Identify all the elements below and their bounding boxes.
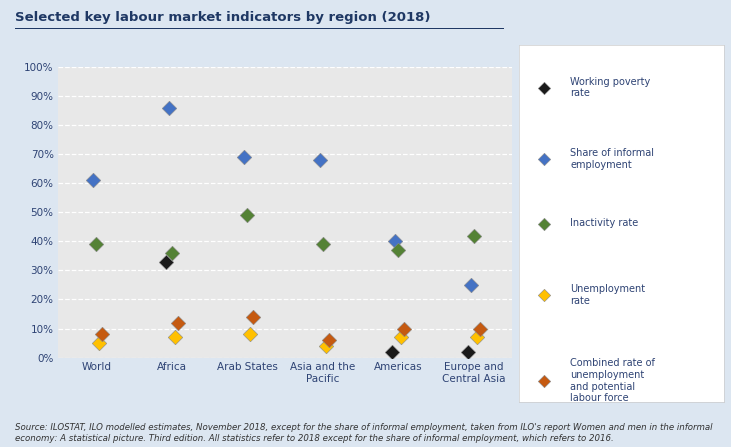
Point [474, 325, 486, 332]
Point [468, 232, 480, 239]
Point [395, 333, 407, 341]
Text: Inactivity rate: Inactivity rate [570, 219, 638, 228]
Text: Source: ILOSTAT, ILO modelled estimates, November 2018, except for the share of : Source: ILOSTAT, ILO modelled estimates,… [15, 423, 712, 443]
Point [320, 342, 332, 350]
Point [538, 156, 550, 163]
Point [393, 246, 404, 253]
Point [96, 331, 108, 338]
Text: Combined rate of
unemployment
and potential
labour force: Combined rate of unemployment and potent… [570, 358, 655, 403]
Point [169, 333, 181, 341]
Point [91, 240, 102, 248]
Point [538, 377, 550, 384]
Point [238, 153, 250, 160]
Point [244, 331, 256, 338]
Text: Share of informal
employment: Share of informal employment [570, 148, 654, 170]
Point [163, 104, 175, 111]
Text: Selected key labour market indicators by region (2018): Selected key labour market indicators by… [15, 11, 430, 24]
Point [398, 325, 410, 332]
Point [538, 84, 550, 91]
Point [538, 291, 550, 299]
Point [248, 313, 260, 320]
Point [317, 240, 329, 248]
Text: Working poverty
rate: Working poverty rate [570, 77, 651, 98]
Point [241, 211, 253, 219]
Point [390, 238, 401, 245]
Point [462, 348, 474, 355]
Point [323, 337, 335, 344]
Point [465, 282, 477, 289]
Point [387, 348, 398, 355]
Text: Unemployment
rate: Unemployment rate [570, 284, 645, 306]
Point [160, 258, 172, 265]
Point [94, 340, 105, 347]
Point [538, 220, 550, 227]
Point [172, 319, 183, 326]
Point [166, 249, 178, 257]
Point [88, 177, 99, 184]
Point [314, 156, 326, 164]
Point [471, 333, 482, 341]
